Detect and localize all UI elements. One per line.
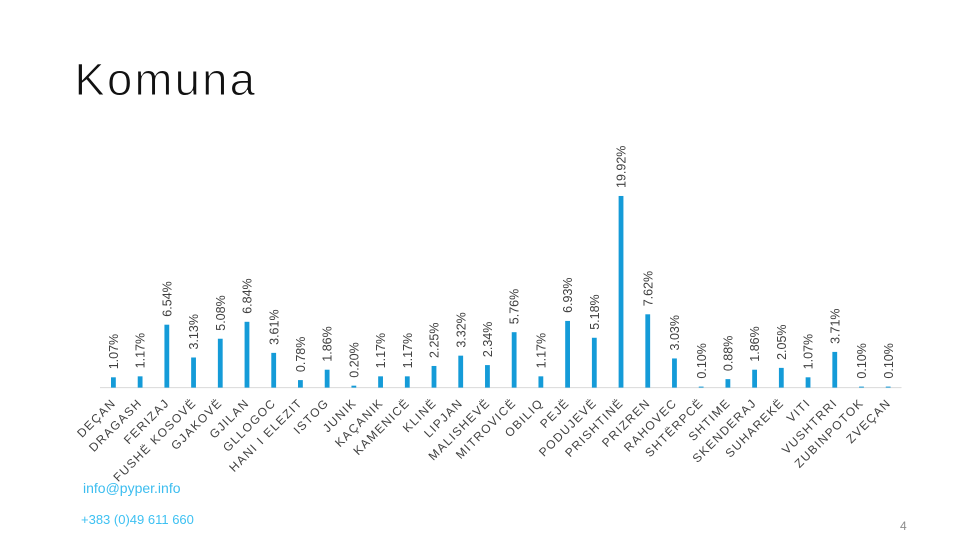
svg-text:2.34%: 2.34%	[481, 322, 495, 357]
svg-text:0.88%: 0.88%	[721, 336, 735, 371]
svg-text:6.54%: 6.54%	[160, 281, 174, 316]
svg-text:1.17%: 1.17%	[534, 333, 548, 368]
svg-text:1.17%: 1.17%	[374, 333, 388, 368]
svg-text:5.18%: 5.18%	[588, 294, 602, 329]
svg-text:5.76%: 5.76%	[508, 289, 522, 324]
svg-text:3.61%: 3.61%	[267, 309, 281, 344]
svg-text:2.05%: 2.05%	[775, 324, 789, 359]
svg-text:6.93%: 6.93%	[561, 277, 575, 312]
svg-text:2.25%: 2.25%	[428, 323, 442, 358]
svg-text:5.08%: 5.08%	[214, 295, 228, 330]
svg-text:3.32%: 3.32%	[454, 312, 468, 347]
svg-text:19.92%: 19.92%	[615, 146, 629, 188]
svg-text:1.17%: 1.17%	[134, 333, 148, 368]
svg-text:0.10%: 0.10%	[855, 343, 869, 378]
svg-text:7.62%: 7.62%	[641, 271, 655, 306]
svg-text:1.86%: 1.86%	[748, 326, 762, 361]
svg-text:6.84%: 6.84%	[241, 278, 255, 313]
svg-text:1.17%: 1.17%	[401, 333, 415, 368]
svg-text:0.10%: 0.10%	[882, 343, 896, 378]
svg-text:3.71%: 3.71%	[828, 308, 842, 343]
svg-text:0.20%: 0.20%	[347, 342, 361, 377]
svg-text:0.78%: 0.78%	[294, 337, 308, 372]
svg-text:3.13%: 3.13%	[187, 314, 201, 349]
svg-text:1.07%: 1.07%	[107, 334, 121, 369]
svg-text:1.07%: 1.07%	[802, 334, 816, 369]
svg-text:0.10%: 0.10%	[695, 343, 709, 378]
svg-text:1.86%: 1.86%	[321, 326, 335, 361]
svg-text:3.03%: 3.03%	[668, 315, 682, 350]
